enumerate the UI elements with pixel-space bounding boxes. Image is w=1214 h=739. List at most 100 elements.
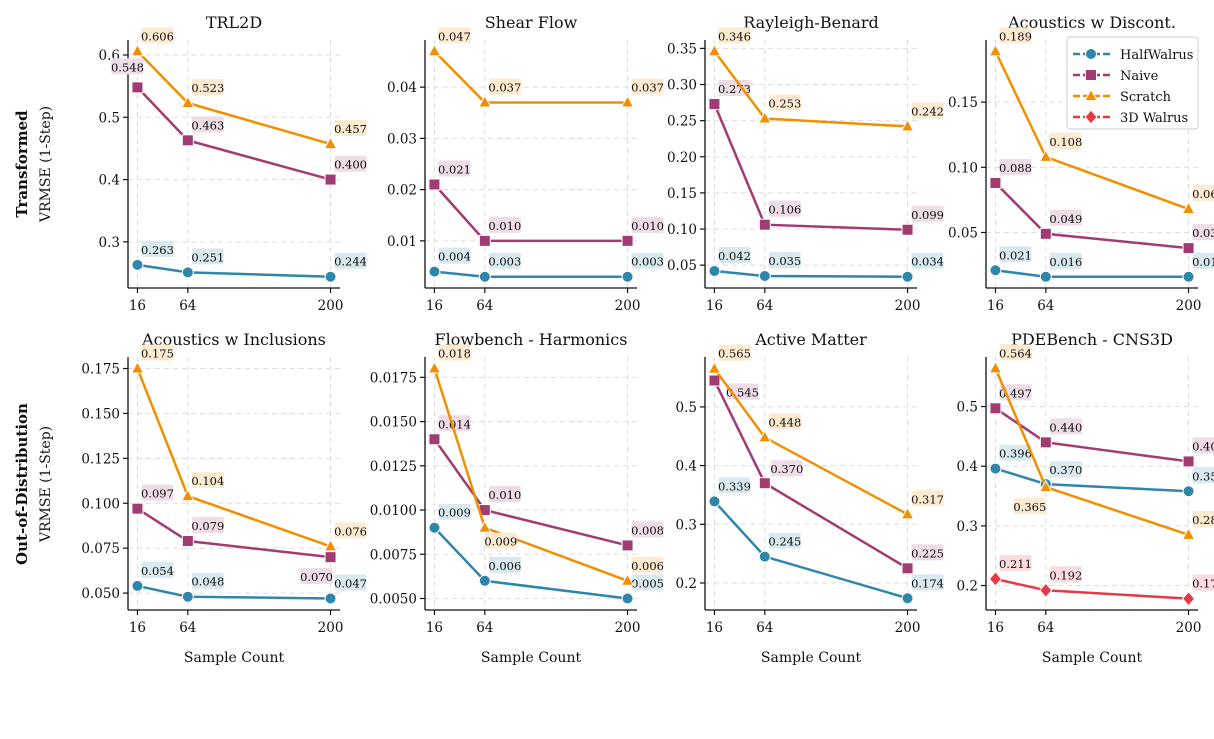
data-label-bg: [141, 27, 174, 44]
y-tick-label: 0.100: [81, 496, 120, 512]
data-point: [900, 118, 915, 132]
data-point: [900, 506, 915, 520]
data-label-bg: [438, 247, 471, 264]
x-tick-label: 64: [756, 298, 773, 314]
series-line: [713, 50, 908, 128]
data-point: [428, 433, 441, 446]
y-tick-label: 0.3: [676, 517, 697, 533]
data-label-bg: [1192, 185, 1214, 202]
data-label-bg: [111, 58, 144, 75]
data-label-bg: [438, 160, 471, 177]
data-label-bg: [191, 116, 224, 133]
data-label-bg: [718, 27, 751, 44]
data-label-bg: [999, 444, 1032, 461]
data-point: [1181, 201, 1196, 215]
y-tick-label: 0.15: [667, 186, 697, 202]
data-label-bg: [141, 484, 174, 501]
data-point: [988, 360, 1003, 374]
data-label: 0.003: [488, 255, 521, 269]
data-point: [989, 176, 1002, 189]
legend-marker: [1085, 48, 1097, 60]
data-label: 0.242: [911, 104, 944, 118]
y-tick-label: 0.0100: [370, 503, 417, 519]
x-tick-label: 16: [706, 620, 723, 636]
data-label-bg: [718, 80, 751, 97]
data-point: [621, 270, 634, 283]
subplot-7: 0.2 0.3 0.4 0.5 16 64 200 PDEBench - CNS3D Sampl…: [957, 330, 1214, 666]
data-label: 0.010: [488, 488, 521, 502]
subplot-title: Active Matter: [754, 330, 867, 349]
series-line: [136, 50, 331, 146]
data-label-bg: [191, 78, 224, 95]
series-scratch: 0.018 0.009 0.006: [427, 344, 664, 586]
series-line: [994, 182, 1189, 250]
series-naive: 0.097 0.079 0.070: [131, 484, 337, 585]
data-label: 0.016: [1049, 255, 1082, 269]
data-point: [1182, 242, 1195, 255]
data-label: 0.457: [334, 122, 367, 136]
data-label-bg: [1049, 418, 1082, 435]
data-label-bg: [631, 521, 664, 538]
data-point: [758, 218, 771, 231]
data-label-bg: [488, 78, 521, 95]
data-point: [708, 495, 721, 508]
x-tick-label: 64: [476, 298, 493, 314]
data-label-bg: [1192, 252, 1214, 269]
data-label-bg: [1192, 437, 1214, 454]
legend-label: HalfWalrus: [1120, 48, 1193, 63]
data-label: 0.003: [631, 255, 664, 269]
y-tick-label: 0.0175: [370, 370, 417, 386]
data-point: [324, 270, 337, 283]
data-point: [130, 360, 145, 374]
data-label: 0.396: [999, 447, 1032, 461]
x-tick-label: 16: [987, 298, 1004, 314]
data-point: [1182, 455, 1195, 468]
x-tick-label: 16: [987, 620, 1004, 636]
subplot-4: 0.050 0.075 0.100 0.125 0.150 0.175 16 64 200 Aco…: [81, 330, 367, 666]
data-label: 0.400: [334, 158, 367, 172]
data-point: [1039, 270, 1052, 283]
data-label-bg: [768, 532, 801, 549]
data-label-bg: [488, 216, 521, 233]
data-label: 0.010: [488, 219, 521, 233]
data-point: [427, 43, 442, 57]
data-point: [1038, 149, 1053, 162]
data-label: 0.018: [438, 347, 471, 361]
y-tick-label: 0.5: [676, 400, 697, 416]
y-tick-label: 0.0050: [370, 592, 417, 608]
y-tick-label: 0.04: [387, 80, 417, 96]
subplot-title: Flowbench - Harmonics: [435, 330, 628, 349]
series-naive: 0.014 0.010 0.008: [428, 415, 664, 552]
data-point: [180, 488, 195, 502]
data-point: [323, 538, 338, 552]
data-label-bg: [1013, 498, 1046, 515]
subplot-title: Acoustics w Inclusions: [141, 330, 326, 349]
subplot-2: 0.05 0.10 0.15 0.20 0.25 0.30 0.35 16 64 200 Rayle…: [667, 13, 944, 314]
data-label-bg: [631, 574, 664, 591]
series-scratch: 0.047 0.037 0.037: [427, 27, 664, 108]
x-tick-label: 200: [318, 620, 344, 636]
row-label-ood: Out-of-Distribution: [13, 403, 31, 565]
x-tick-label: 64: [179, 620, 196, 636]
x-tick-label: 64: [1037, 620, 1054, 636]
subplot-title: Rayleigh-Benard: [743, 13, 879, 32]
data-label-bg: [768, 252, 801, 269]
data-label: 0.048: [191, 575, 224, 589]
data-point: [324, 592, 337, 605]
x-tick-label: 200: [318, 298, 344, 314]
data-point: [708, 98, 721, 111]
data-label-bg: [1192, 510, 1214, 527]
data-label-bg: [911, 252, 944, 269]
y-tick-label: 0.20: [667, 150, 697, 166]
data-label: 0.008: [631, 523, 664, 537]
data-point: [1181, 527, 1196, 540]
data-point: [131, 258, 144, 271]
subplot-6: 0.2 0.3 0.4 0.5 16 64 200 Active Matter Sample C…: [676, 330, 945, 666]
data-label-bg: [141, 240, 174, 257]
series-line: [995, 577, 1189, 600]
subplot-title: PDEBench - CNS3D: [1011, 330, 1173, 349]
y-tick-label: 0.35: [667, 41, 697, 57]
data-point: [131, 502, 144, 515]
x-tick-label: 64: [756, 620, 773, 636]
